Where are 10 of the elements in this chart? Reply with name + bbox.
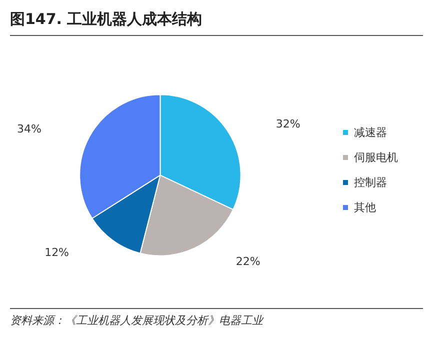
chart-title: 图147. 工业机器人成本结构 <box>10 10 423 36</box>
data-label: 22% <box>236 255 260 268</box>
data-label: 32% <box>276 117 300 130</box>
legend-label: 控制器 <box>354 176 387 189</box>
text: 资料来源：《工业机器人发展现状及分析》电器工业 <box>10 313 265 328</box>
data-label: 34% <box>16 122 42 136</box>
legend-label: 减速器 <box>354 126 387 139</box>
data-label: 12% <box>44 246 70 260</box>
legend-label: 伺服电机 <box>354 151 398 164</box>
legend-label: 其他 <box>354 201 376 214</box>
